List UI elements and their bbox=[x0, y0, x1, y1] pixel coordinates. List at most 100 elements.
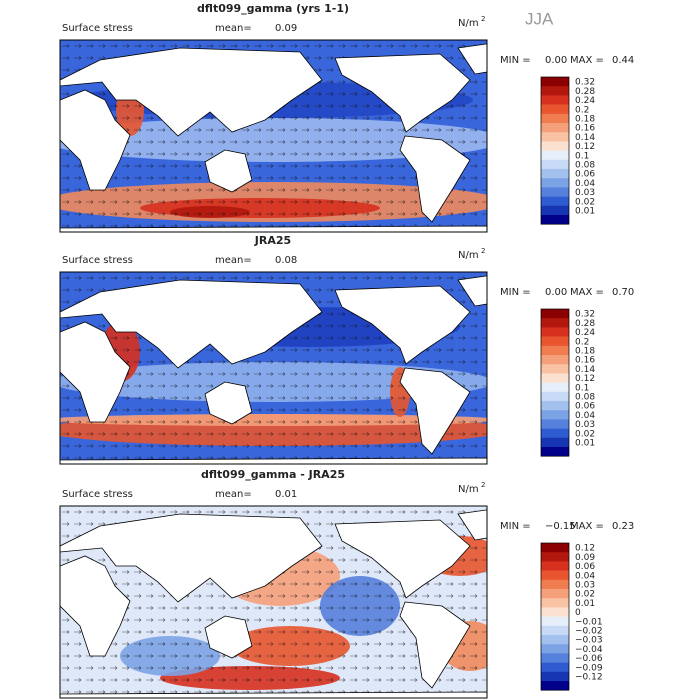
min-value: 0.00 bbox=[545, 55, 567, 66]
colorbar-label: −0.12 bbox=[575, 673, 603, 683]
units: N/m bbox=[458, 18, 479, 29]
panel-title: dflt099_gamma (yrs 1-1) bbox=[197, 2, 349, 15]
colorbar-label: 0.24 bbox=[575, 328, 595, 338]
colorbar-label: 0.14 bbox=[575, 365, 595, 375]
colorbar-label: 0.06 bbox=[575, 562, 595, 572]
colorbar-swatch bbox=[541, 309, 569, 319]
colorbar-swatch bbox=[541, 196, 569, 207]
mean-label: mean= bbox=[215, 489, 252, 500]
units: N/m bbox=[458, 250, 479, 261]
colorbar-swatch bbox=[541, 437, 569, 448]
colorbar-label: 0.03 bbox=[575, 188, 595, 198]
map-field bbox=[60, 272, 487, 464]
colorbar-label: 0.2 bbox=[575, 105, 589, 115]
colorbar-label: 0.12 bbox=[575, 374, 595, 384]
max-label: MAX = bbox=[570, 55, 604, 66]
colorbar-swatch bbox=[541, 141, 569, 151]
colorbar-frame bbox=[540, 542, 570, 691]
colorbar-label: 0.04 bbox=[575, 411, 595, 421]
max-label: MAX = bbox=[570, 521, 604, 532]
colorbar-swatch bbox=[541, 447, 569, 457]
colorbar-label: 0.18 bbox=[575, 115, 595, 125]
subtitle: Surface stress bbox=[62, 23, 133, 34]
colorbar-label: 0.12 bbox=[575, 142, 595, 152]
colorbar-swatch bbox=[541, 150, 569, 161]
colorbar-swatch bbox=[541, 662, 569, 673]
colorbar-swatch bbox=[541, 653, 569, 663]
subtitle: Surface stress bbox=[62, 255, 133, 266]
units-exponent: 2 bbox=[481, 15, 485, 23]
max-value: 0.70 bbox=[612, 287, 634, 298]
colorbar-swatch bbox=[541, 561, 569, 571]
colorbar-label: 0.2 bbox=[575, 337, 589, 347]
mean-label: mean= bbox=[215, 23, 252, 34]
colorbar-swatch bbox=[541, 635, 569, 645]
units: N/m bbox=[458, 484, 479, 495]
colorbar-swatch bbox=[541, 419, 569, 429]
colorbar-swatch bbox=[541, 428, 569, 439]
colorbar-swatch bbox=[541, 318, 569, 328]
colorbar-label: −0.01 bbox=[575, 617, 603, 627]
colorbar-label: 0.32 bbox=[575, 310, 595, 320]
colorbar-swatch bbox=[541, 598, 569, 608]
colorbar-swatch bbox=[541, 382, 569, 393]
colorbar-swatch bbox=[541, 123, 569, 133]
map-frame bbox=[59, 39, 488, 233]
colorbar-swatch bbox=[541, 77, 569, 87]
colorbar-swatch bbox=[541, 681, 569, 691]
colorbar-swatch bbox=[541, 345, 569, 356]
colorbar-swatch bbox=[541, 607, 569, 617]
colorbar-label: 0.06 bbox=[575, 170, 595, 180]
colorbar-label: −0.03 bbox=[575, 636, 603, 646]
colorbar-swatch bbox=[541, 579, 569, 590]
map bbox=[59, 271, 488, 465]
map-field bbox=[60, 40, 487, 232]
mean-value: 0.08 bbox=[275, 255, 297, 266]
colorbar-label: 0.04 bbox=[575, 571, 595, 581]
colorbar-swatch bbox=[541, 644, 569, 654]
max-value: 0.23 bbox=[612, 521, 634, 532]
subtitle: Surface stress bbox=[62, 489, 133, 500]
panel-title: dflt099_gamma - JRA25 bbox=[201, 468, 345, 481]
colorbar-swatch bbox=[541, 205, 569, 216]
colorbar-swatch bbox=[541, 373, 569, 383]
colorbar-label: 0.32 bbox=[575, 78, 595, 88]
colorbar-label: 0.08 bbox=[575, 161, 595, 171]
colorbar-swatch bbox=[541, 616, 569, 627]
panel-title: JRA25 bbox=[254, 234, 291, 247]
colorbar-label: 0.16 bbox=[575, 124, 595, 134]
colorbar-swatch bbox=[541, 355, 569, 365]
units-exponent: 2 bbox=[481, 481, 485, 489]
colorbar-label: −0.09 bbox=[575, 663, 603, 673]
colorbar-swatch bbox=[541, 113, 569, 124]
colorbar-swatch bbox=[541, 336, 569, 347]
map-frame bbox=[59, 271, 488, 465]
colorbar-label: 0.01 bbox=[575, 207, 595, 217]
colorbar-swatch bbox=[541, 401, 569, 411]
colorbar-label: 0.28 bbox=[575, 319, 595, 329]
map-field bbox=[60, 506, 487, 698]
colorbar-label: 0 bbox=[575, 608, 581, 618]
colorbar-label: 0.01 bbox=[575, 599, 595, 609]
colorbar-swatch bbox=[541, 187, 569, 197]
colorbar-label: 0.06 bbox=[575, 402, 595, 412]
colorbar-label: 0.1 bbox=[575, 151, 589, 161]
max-label: MAX = bbox=[570, 287, 604, 298]
colorbar-label: 0.24 bbox=[575, 96, 595, 106]
mean-value: 0.09 bbox=[275, 23, 297, 34]
season-label: JJA bbox=[525, 9, 554, 28]
colorbar-swatch bbox=[541, 671, 569, 682]
colorbar-label: 0.12 bbox=[575, 544, 595, 554]
colorbar-label: 0.02 bbox=[575, 197, 595, 207]
colorbar-label: 0.18 bbox=[575, 347, 595, 357]
colorbar-label: 0.03 bbox=[575, 581, 595, 591]
colorbar-swatch bbox=[541, 625, 569, 636]
colorbar-swatch bbox=[541, 552, 569, 562]
colorbar-swatch bbox=[541, 589, 569, 599]
min-value: −0.15 bbox=[545, 521, 576, 532]
map-frame bbox=[59, 505, 488, 699]
colorbar-label: 0.08 bbox=[575, 393, 595, 403]
colorbar-swatch bbox=[541, 159, 569, 170]
min-label: MIN = bbox=[500, 287, 531, 298]
